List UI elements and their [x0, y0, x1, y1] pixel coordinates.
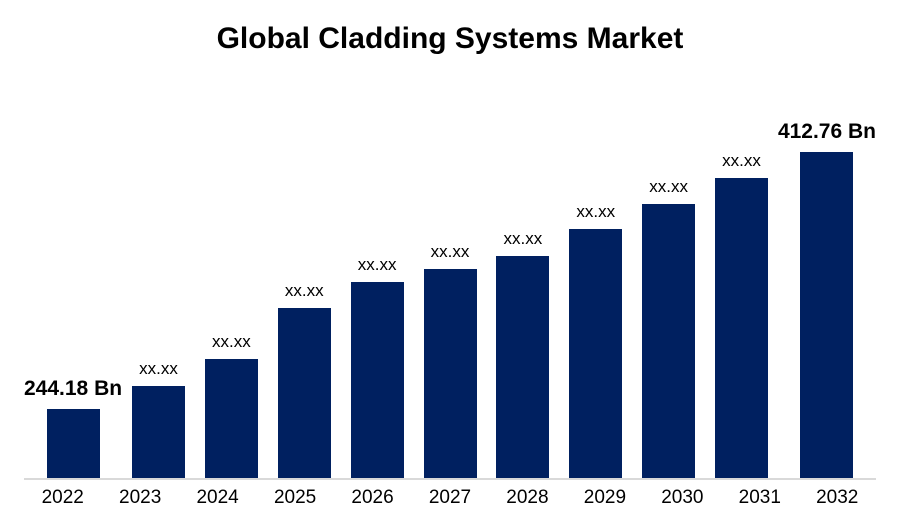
bar-2022 — [46, 409, 100, 478]
bar-2028 — [496, 256, 550, 478]
x-tick-label: 2026 — [351, 487, 394, 508]
bar-value-label: 412.76 Bn — [777, 119, 876, 143]
bar-value-label: 244.18 Bn — [24, 376, 123, 400]
bars-row: 244.18 Bn xx.xx xx.xx xx.xx xx.xx xx.xx — [24, 120, 876, 478]
x-tick-label: 2024 — [196, 487, 239, 508]
bar-value-label: xx.xx — [430, 242, 470, 262]
bar-column-2024: xx.xx — [195, 333, 268, 478]
x-tick-label: 2025 — [273, 487, 317, 508]
bar-value-label: xx.xx — [212, 332, 251, 352]
bar-value-label: xx.xx — [503, 229, 543, 249]
bar-value-label: xx.xx — [139, 359, 178, 379]
plot-area: 244.18 Bn xx.xx xx.xx xx.xx xx.xx xx.xx — [24, 0, 876, 525]
bar-value-label: xx.xx — [357, 255, 397, 275]
bar-column-2032: 412.76 Bn — [778, 120, 876, 478]
bar-2031 — [715, 178, 768, 478]
bar-column-2027: xx.xx — [414, 243, 487, 478]
x-tick-label: 2023 — [119, 487, 162, 508]
x-axis-labels: 2022 2023 2024 2025 2026 2027 2028 2029 … — [24, 487, 876, 509]
chart-title: Global Cladding Systems Market — [216, 22, 684, 55]
bar-column-2028: xx.xx — [486, 230, 559, 478]
bar-2032 — [800, 152, 854, 478]
x-tick-label: 2029 — [583, 487, 627, 508]
x-tick-label: 2022 — [41, 487, 84, 508]
x-tick-label: 2032 — [816, 487, 859, 508]
bar-2025 — [277, 308, 331, 478]
bar-2027 — [423, 269, 477, 478]
x-tick-label: 2031 — [738, 487, 781, 508]
bar-value-label: xx.xx — [649, 177, 688, 197]
x-tick-label: 2030 — [661, 487, 704, 508]
bar-2023 — [132, 386, 185, 478]
bar-column-2029: xx.xx — [559, 203, 632, 478]
bar-column-2025: xx.xx — [268, 282, 341, 478]
bar-value-label: xx.xx — [576, 202, 616, 222]
bar-column-2030: xx.xx — [632, 178, 705, 478]
bar-column-2023: xx.xx — [122, 360, 195, 478]
bar-2030 — [642, 204, 696, 478]
bar-column-2022: 244.18 Bn — [24, 377, 122, 478]
bar-2029 — [569, 229, 623, 478]
bar-value-label: xx.xx — [722, 151, 761, 171]
x-tick-label: 2028 — [506, 487, 549, 508]
bar-column-2026: xx.xx — [341, 256, 414, 478]
x-axis-line — [24, 478, 876, 480]
bar-2026 — [350, 282, 404, 478]
bar-2024 — [204, 359, 258, 478]
bar-column-2031: xx.xx — [705, 152, 778, 478]
bar-value-label: xx.xx — [284, 281, 324, 301]
x-tick-label: 2027 — [428, 487, 472, 508]
